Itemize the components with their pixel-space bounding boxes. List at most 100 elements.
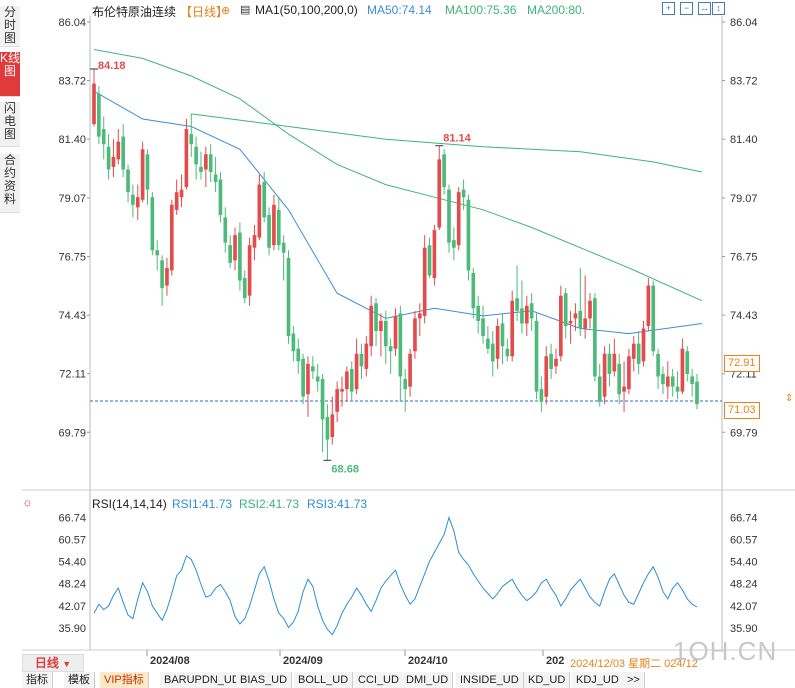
candle-body [636,343,641,364]
period-button[interactable]: 日线 ▼ [22,654,84,672]
candle-body [500,323,505,347]
rsi-tick-left: 54.40 [58,557,86,569]
collapse-icon[interactable]: ↕ [712,2,725,15]
candle-body [583,318,587,329]
last-close-tag: 72.91 [724,355,760,372]
candle-body [593,298,597,377]
candle-body [437,159,442,228]
candle-body [286,257,291,337]
candle-body [155,250,160,256]
price-tick-right: 81.40 [730,134,758,146]
candle-body [174,192,179,210]
rsi-menu-icon[interactable]: ☼ [22,495,33,509]
candle-body [534,320,539,392]
candle-body [92,83,96,125]
candle-body [169,204,174,271]
candle-body [622,386,626,392]
candle-body [359,353,364,367]
rsi-tick-right: 54.40 [730,557,758,569]
tab-kline[interactable]: K线图 [0,52,20,97]
candle-body [515,298,519,311]
rsi-tick-left: 48.24 [58,579,86,591]
zoom-out-icon[interactable]: − [680,2,693,15]
tab-flash-chart[interactable]: 闪电图 [0,102,20,147]
indicator-tab[interactable]: INSIDE_UD [456,672,524,688]
rsi1-value: RSI1:41.73 [172,497,233,511]
candle-body [476,305,480,321]
candle-body [442,154,446,188]
ma200-value: MA200:80. [527,3,586,17]
indicator-tab[interactable]: BIAS_UD [236,672,293,688]
candle-body [670,376,675,387]
candle-body [291,333,296,352]
candle-body [447,189,451,243]
candle-body [466,199,471,271]
candle-body [544,356,549,397]
candle-body [106,146,111,170]
candle-body [345,371,349,390]
candle-body [218,179,223,215]
rsi1-line [93,515,698,636]
price-tick-left: 72.11 [59,369,86,381]
candle-body [510,300,515,357]
candle-body [529,303,534,319]
candle-body [408,353,412,387]
candle-body [369,305,374,347]
rsi-tick-right: 35.90 [730,623,758,635]
candle-body [505,348,510,357]
candle-body [597,376,602,402]
candle-body [685,351,690,374]
candle-body [267,214,271,248]
rsi-label: RSI(14,14,14) [92,497,167,511]
expand-icon[interactable]: ↔ [698,2,711,15]
chart-settings-icon[interactable]: ▤ [240,4,251,16]
price-tick-left: 74.43 [58,310,86,322]
indicator-tab[interactable]: VIP指标 [100,672,149,688]
candle-body [374,303,378,332]
candle-body [189,134,194,145]
candle-body [238,232,242,281]
candle-body [675,386,680,392]
candle-body [627,356,631,390]
rsi-tick-right: 48.24 [730,579,758,591]
indicator-tab[interactable]: DMI_UD [402,672,454,688]
price-tick-left: 69.79 [58,427,86,439]
add-indicator-icon[interactable]: ⊕ [221,5,231,17]
candle-body [330,414,335,438]
candle-body [223,217,228,243]
indicator-tab[interactable]: 指标 [22,672,53,688]
indicator-tab[interactable]: >> [623,672,645,688]
price-tick-right: 76.75 [730,252,758,264]
tab-contract-info[interactable]: 合约资料 [0,154,20,213]
candle-body [568,320,573,324]
indicator-tab[interactable]: BARUPDN_UD [160,672,245,688]
cursor-date: 2024/12/03 星期二 024/12 [570,658,698,670]
chevron-down-icon: ▼ [62,659,72,669]
candle-body [116,141,121,160]
indicator-tab[interactable]: BOLL_UD [294,672,354,688]
candle-body [413,318,417,352]
tab-intraday[interactable]: 分时图 [0,6,20,47]
candle-body [393,315,398,349]
indicator-tab[interactable]: KD_UD [524,672,571,688]
candle-body [520,308,524,324]
candle-body [617,363,622,395]
candle-body [252,235,257,248]
zoom-in-icon[interactable]: + [662,2,675,15]
indicator-tab[interactable]: CCI_UD [354,672,404,688]
price-tick-left: 86.04 [58,17,86,29]
indicator-tab[interactable]: KDJ_UD [572,672,624,688]
candle-body [578,310,583,329]
price-tick-right: 86.04 [730,17,758,29]
ma-label: MA1(50,100,200,0) [255,3,358,17]
candle-body [126,169,130,193]
candle-body [233,235,237,261]
candle-body [588,300,592,319]
candle-body [524,305,529,324]
low-label: 68.68 [331,463,359,475]
date-label-partial: 202 [546,655,565,667]
price-tick-left: 83.72 [58,76,86,88]
candle-body [646,285,651,326]
indicator-tab[interactable]: 模板 [64,672,95,688]
